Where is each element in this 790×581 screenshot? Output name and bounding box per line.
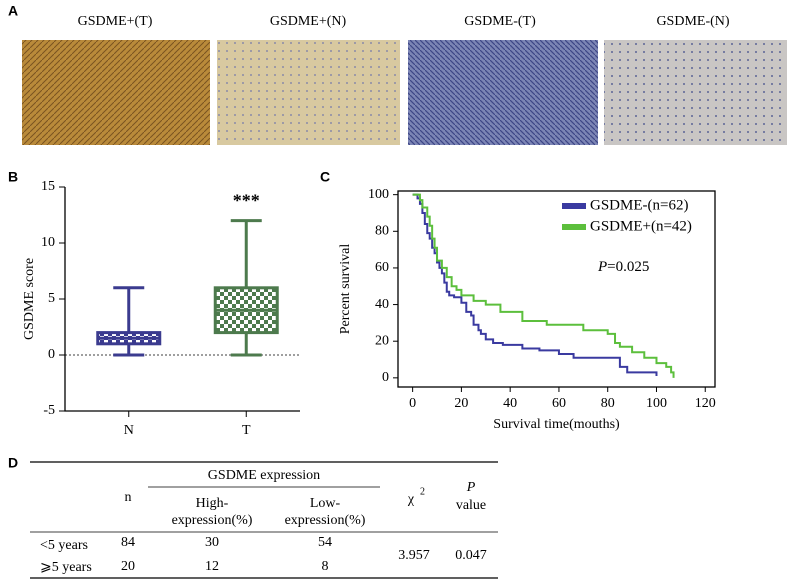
column-header: expression(%)	[285, 513, 366, 528]
row-label: ⩾5 years	[40, 560, 92, 575]
panel-label: C	[320, 169, 330, 185]
y-tick-label: 40	[375, 297, 389, 312]
cell: 84	[121, 535, 135, 550]
y-tick-label: 10	[41, 235, 55, 250]
cell: 3.957	[398, 548, 430, 563]
panel-label: B	[8, 169, 18, 185]
group-header: GSDME expression	[208, 468, 320, 483]
x-tick-label: 120	[695, 396, 716, 411]
survival-curve	[412, 193, 675, 378]
cell: 54	[318, 535, 332, 550]
x-axis-label: Survival time(mouths)	[493, 417, 620, 432]
y-tick-label: 20	[375, 333, 389, 348]
plot-frame	[397, 190, 716, 388]
y-axis-label: GSDME score	[22, 258, 37, 340]
y-tick-label: 5	[48, 291, 55, 306]
image-title: GSDME+(T)	[78, 14, 153, 29]
panel-label: D	[8, 455, 18, 471]
x-tick-label: 60	[552, 396, 566, 411]
y-tick-label: 60	[375, 260, 389, 275]
cell: 0.047	[455, 548, 487, 563]
cell: 8	[322, 559, 329, 574]
image-title: GSDME-(N)	[656, 14, 729, 29]
micrograph	[217, 40, 400, 145]
row-label: <5 years	[40, 538, 88, 553]
legend-label: GSDME-(n=62)	[590, 197, 688, 213]
panel-label: A	[8, 3, 18, 19]
column-header: χ	[407, 492, 415, 507]
x-tick-label: 40	[503, 396, 517, 411]
x-tick-label: 20	[454, 396, 468, 411]
cell: 20	[121, 559, 135, 574]
column-header: n	[125, 490, 132, 505]
cell: 12	[205, 559, 219, 574]
p-text: =0.025	[607, 259, 649, 275]
image-title: GSDME-(T)	[464, 14, 536, 29]
y-tick-label: 15	[41, 179, 55, 194]
table: GSDME expression n High- expression(%) L…	[30, 461, 498, 579]
y-axis-label: Percent survival	[338, 244, 353, 335]
y-tick-label: 0	[382, 370, 389, 385]
micrograph	[604, 40, 787, 145]
micrograph	[22, 40, 210, 145]
p-italic: P	[597, 259, 607, 275]
x-tick-label: N	[124, 423, 134, 438]
column-header: value	[456, 498, 486, 513]
column-header: P	[466, 480, 476, 495]
x-tick-label: T	[242, 423, 251, 438]
y-tick-label: 100	[368, 187, 389, 202]
cell: 30	[205, 535, 219, 550]
micrograph	[408, 40, 598, 145]
column-header-sup: 2	[420, 486, 425, 497]
x-tick-label: 0	[409, 396, 416, 411]
survival-curve	[412, 193, 658, 377]
image-title: GSDME+(N)	[270, 14, 347, 29]
significance: ***	[233, 191, 260, 211]
x-tick-label: 80	[601, 396, 615, 411]
column-header: High-	[196, 496, 229, 511]
p-value: P=0.025	[597, 259, 649, 275]
legend-label: GSDME+(n=42)	[590, 218, 692, 234]
y-tick-label: 0	[48, 347, 55, 362]
column-header: Low-	[310, 496, 341, 511]
y-tick-label: 80	[375, 224, 389, 239]
y-tick-label: -5	[43, 403, 55, 418]
x-tick-label: 100	[646, 396, 667, 411]
column-header: expression(%)	[172, 513, 253, 528]
